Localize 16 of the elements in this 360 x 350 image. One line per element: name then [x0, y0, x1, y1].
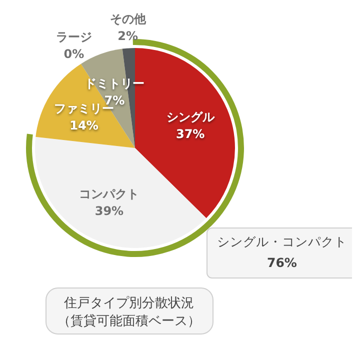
text: （賃貸可能面積ベース） [58, 314, 200, 329]
data-label: 37% [176, 126, 205, 141]
slice-label: コンパクト [79, 187, 140, 202]
text: 76% [267, 255, 298, 270]
slice-label: その他 [110, 12, 147, 26]
pie-slice [35, 136, 206, 248]
slice-label: シングル [166, 110, 216, 124]
data-label: 39% [94, 204, 124, 218]
category-label: ラージ [56, 30, 92, 44]
text: シングル・コンパクト [217, 234, 347, 249]
data-label: 14% [70, 118, 98, 132]
text: 住戸タイプ別分散状況 [63, 296, 194, 311]
text: 0% [64, 46, 84, 61]
pie-slice [36, 64, 135, 148]
pie-slice [135, 48, 235, 218]
data-label: 2% [118, 29, 138, 44]
